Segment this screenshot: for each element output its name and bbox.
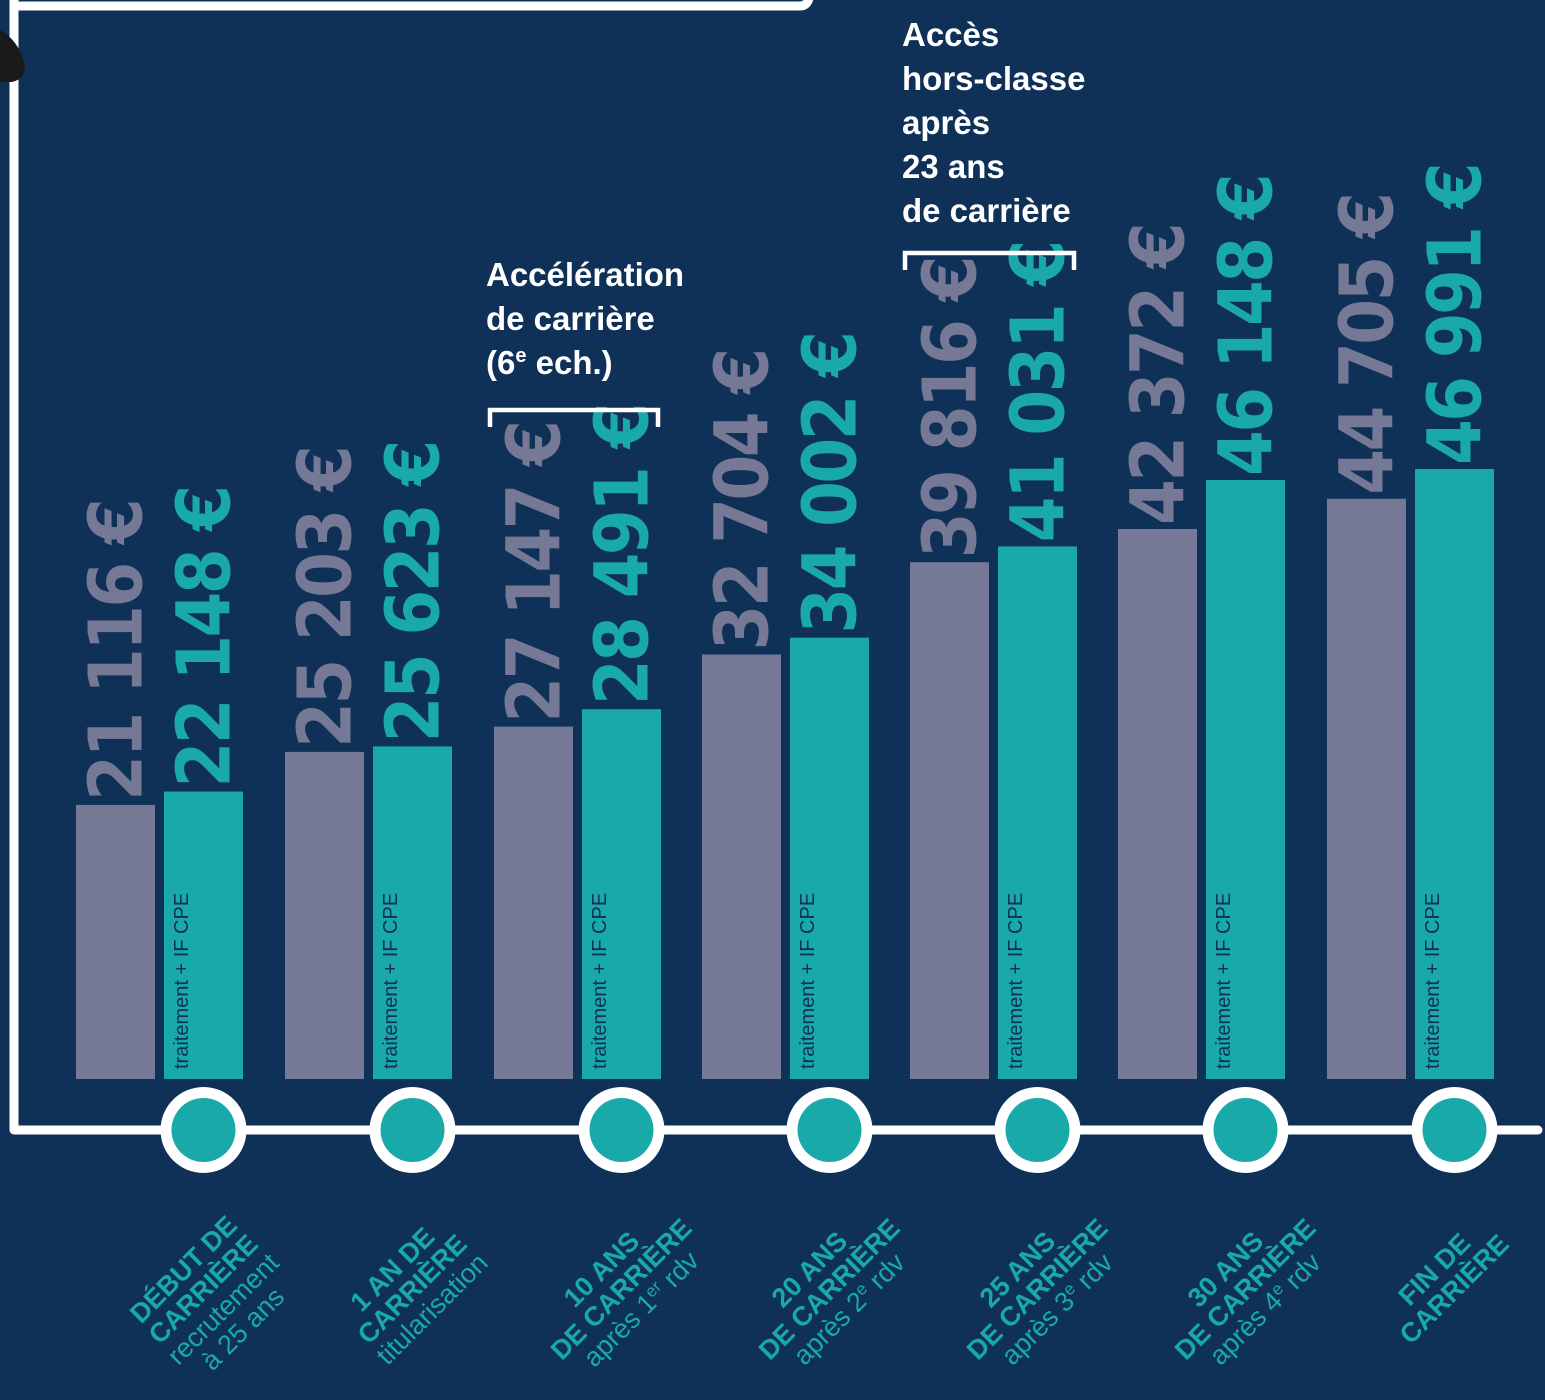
value-label-teal-5: 46 148 € [1204, 176, 1290, 476]
annotation-acceleration-line-2: (6e ech.) [486, 344, 613, 381]
timeline-node-6 [1411, 1087, 1498, 1173]
bars-layer [76, 469, 1494, 1079]
node-dot-2 [589, 1098, 654, 1162]
in-bar-label-5: traitement + IF CPE [1213, 893, 1235, 1069]
node-dot-3 [797, 1098, 862, 1162]
node-dot-4 [1005, 1098, 1070, 1162]
in-bar-label-0: traitement + IF CPE [171, 893, 193, 1069]
value-label-teal-1: 25 623 € [371, 442, 457, 742]
value-label-gray-6: 44 705 € [1325, 195, 1411, 495]
bar-gray-0 [76, 804, 155, 1079]
value-label-gray-4: 39 816 € [908, 258, 994, 558]
bar-teal-5 [1206, 479, 1285, 1079]
bar-gray-4 [910, 562, 989, 1079]
bar-gray-3 [702, 654, 781, 1079]
value-label-gray-3: 32 704 € [700, 351, 786, 651]
annotation-acceleration: Accélération de carrière (6e ech.) [486, 256, 684, 427]
timeline-node-2 [578, 1087, 665, 1173]
bar-teal-3 [790, 637, 869, 1079]
bar-teal-0 [164, 791, 243, 1079]
value-label-gray-5: 42 372 € [1116, 225, 1202, 525]
timeline-node-1 [369, 1087, 456, 1173]
annotation-hors-classe-line-0: Accès [902, 16, 999, 53]
decoration-shape [0, 30, 25, 82]
annotation-hors-classe-line-4: de carrière [902, 192, 1071, 229]
annotation-hors-classe: Accès hors-classe après 23 ans de carrière [902, 16, 1085, 270]
value-label-teal-2: 28 491 € [580, 405, 666, 705]
bar-teal-2 [582, 709, 661, 1079]
frame-top-edge [9, 0, 814, 11]
value-label-teal-0: 22 148 € [162, 488, 248, 788]
annotation-acceleration-bracket [487, 407, 661, 427]
bar-gray-6 [1327, 498, 1406, 1079]
timeline-node-3 [786, 1087, 873, 1173]
bar-gray-5 [1118, 529, 1197, 1079]
bar-teal-4 [998, 546, 1077, 1079]
in-bar-label-3: traitement + IF CPE [797, 893, 819, 1069]
timeline-node-5 [1202, 1087, 1289, 1173]
in-bar-label-2: traitement + IF CPE [589, 893, 611, 1069]
node-dot-5 [1213, 1098, 1278, 1162]
in-bar-label-1: traitement + IF CPE [380, 893, 402, 1069]
timeline-node-0 [160, 1087, 247, 1173]
annotation-hors-classe-line-2: après [902, 104, 990, 141]
annotation-acceleration-line-0: Accélération [486, 256, 684, 293]
bar-gray-1 [285, 751, 364, 1079]
timeline-nodes-layer [160, 1087, 1498, 1173]
node-dot-0 [171, 1098, 236, 1162]
bar-teal-6 [1415, 469, 1494, 1079]
annotations-layer: Accélération de carrière (6e ech.) Accès hor… [486, 16, 1085, 427]
annotation-hors-classe-line-3: 23 ans [902, 148, 1005, 185]
value-labels-layer: 21 116 €22 148 € 25 203 €25 623 € 27 147 €… [74, 165, 1499, 801]
in-bar-label-4: traitement + IF CPE [1005, 893, 1027, 1069]
value-label-teal-3: 34 002 € [788, 334, 874, 634]
bar-teal-1 [373, 746, 452, 1079]
value-label-teal-4: 41 031 € [996, 242, 1082, 542]
annotation-acceleration-line-1: de carrière [486, 300, 655, 337]
value-label-gray-2: 27 147 € [492, 423, 578, 723]
value-label-teal-6: 46 991 € [1413, 165, 1499, 465]
in-bar-labels-layer: traitement + IF CPE traitement + IF CPE tr… [171, 893, 1444, 1069]
in-bar-label-6: traitement + IF CPE [1422, 893, 1444, 1069]
timeline-node-4 [994, 1087, 1081, 1173]
node-dot-1 [380, 1098, 445, 1162]
value-label-gray-0: 21 116 € [74, 501, 160, 801]
annotation-hors-classe-bracket [902, 250, 1077, 270]
bar-gray-2 [494, 726, 573, 1079]
node-dot-6 [1422, 1098, 1487, 1162]
value-label-gray-1: 25 203 € [283, 448, 369, 748]
annotation-hors-classe-line-1: hors-classe [902, 60, 1085, 97]
